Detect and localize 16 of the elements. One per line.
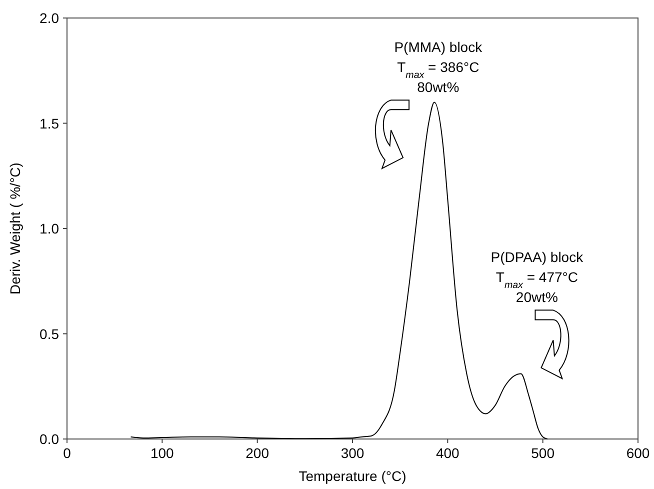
annotation: P(MMA) block T$_{max}$ = 386°C 80wt% (394, 38, 484, 95)
x-tick-label: 500 (531, 445, 555, 461)
x-tick-label: 400 (436, 445, 460, 461)
x-tick-label: 0 (63, 445, 72, 461)
x-tick-label: 100 (150, 445, 174, 461)
y-tick-label: 1.0 (40, 220, 60, 236)
x-tick-label: 600 (626, 445, 650, 461)
annotation: P(DPAA) block T$_{max}$ = 477°C 20wt% (490, 249, 584, 306)
x-tick-label: 300 (340, 445, 364, 461)
x-axis-title: Temperature (°C) (298, 468, 406, 484)
y-tick-label: 2.0 (40, 10, 60, 26)
x-tick-label: 200 (246, 445, 270, 461)
y-tick-label: 0.0 (40, 431, 60, 447)
y-tick-label: 1.5 (40, 115, 60, 132)
y-axis-title: Deriv. Weight ( %/°C) (7, 162, 23, 294)
y-tick-label: 0.5 (40, 326, 60, 342)
